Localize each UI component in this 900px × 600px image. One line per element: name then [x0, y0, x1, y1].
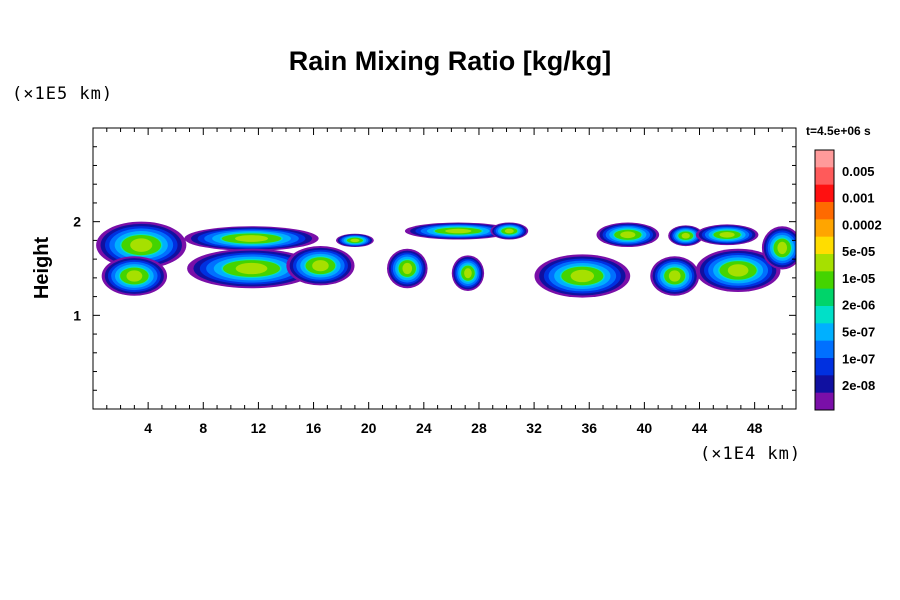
x-tick-label: 24 — [416, 420, 432, 436]
y-tick-label: 1 — [73, 307, 81, 323]
x-tick-label: 40 — [637, 420, 653, 436]
colorbar-swatch — [815, 340, 834, 359]
contour-level — [235, 262, 268, 275]
rain-cell — [101, 256, 168, 296]
rain-cell — [451, 255, 485, 292]
contour-level — [681, 232, 690, 239]
colorbar-label: 2e-06 — [842, 298, 875, 313]
colorbar-frame — [814, 149, 835, 411]
y-axis-multiplier: (×1E5 km) — [12, 84, 114, 104]
contour-level — [464, 268, 472, 279]
colorbar-swatch — [815, 219, 834, 238]
x-tick-label: 28 — [471, 420, 487, 436]
y-tick-label: 2 — [73, 214, 81, 230]
contour-level — [504, 228, 514, 234]
x-tick-label: 48 — [747, 420, 763, 436]
colorbar-swatch — [815, 392, 834, 411]
rain-cell — [286, 245, 355, 286]
colorbar: 0.005 0.001 0.0002 5e-05 1e-05 2e-06 5e-07 1e-0… — [814, 149, 882, 411]
colorbar-label: 1e-07 — [842, 351, 875, 366]
rain-cell — [668, 225, 704, 247]
rain-cell — [96, 221, 187, 269]
x-axis: 4 8 12 16 20 24 28 32 36 40 44 48 — [106, 128, 783, 436]
contour-level — [350, 238, 360, 243]
colorbar-label: 5e-05 — [842, 244, 875, 259]
x-tick-label: 36 — [581, 420, 597, 436]
x-tick-label: 32 — [526, 420, 542, 436]
contour-level — [445, 228, 472, 234]
colorbar-label: 5e-07 — [842, 325, 875, 340]
colorbar-swatch — [815, 150, 834, 168]
rain-cell — [184, 226, 319, 251]
colorbar-label: 2e-08 — [842, 378, 875, 393]
colorbar-swatch — [815, 288, 834, 307]
colorbar-swatch — [815, 184, 834, 203]
contour-level — [130, 238, 153, 252]
colorbar-swatch — [815, 375, 834, 394]
contour-level — [234, 235, 269, 242]
rain-cell — [695, 224, 759, 246]
rain-cell — [761, 226, 796, 270]
rain-cell — [650, 256, 700, 296]
colorbar-swatch — [815, 271, 834, 290]
rain-cell — [404, 222, 512, 240]
x-tick-label: 44 — [692, 420, 708, 436]
x-tick-label: 4 — [144, 420, 152, 436]
contour-level — [777, 241, 788, 255]
colorbar-label: 0.0002 — [842, 217, 882, 232]
x-tick-label: 16 — [306, 420, 322, 436]
rain-field — [96, 221, 796, 298]
contour-level — [668, 270, 681, 282]
colorbar-swatch — [815, 323, 834, 342]
colorbar-swatch — [815, 358, 834, 376]
colorbar-label: 1e-05 — [842, 271, 875, 286]
x-tick-label: 20 — [361, 420, 377, 436]
colorbar-swatch — [815, 236, 834, 255]
rain-cell — [386, 248, 428, 289]
rain-cell — [187, 248, 316, 289]
contour-level — [570, 269, 595, 283]
time-label: t=4.5e+06 s — [806, 124, 871, 138]
contour-level — [620, 231, 636, 239]
rain-cell — [490, 222, 529, 240]
x-axis-multiplier: (×1E4 km) — [700, 444, 802, 464]
contour-level — [402, 262, 413, 275]
contour-level — [126, 270, 143, 282]
colorbar-swatch — [815, 254, 834, 272]
contour-level — [727, 264, 749, 277]
rain-cell — [534, 254, 631, 298]
colorbar-swatch — [815, 306, 834, 324]
rain-cell — [335, 233, 374, 248]
colorbar-label: 0.005 — [842, 164, 875, 179]
rain-cell — [596, 222, 660, 248]
colorbar-swatch — [815, 202, 834, 220]
colorbar-label: 0.001 — [842, 191, 875, 206]
x-tick-label: 8 — [199, 420, 207, 436]
y-axis-label: Height — [31, 237, 53, 300]
contour-level — [312, 260, 329, 272]
y-axis: 12 — [73, 146, 796, 391]
chart-title: Rain Mixing Ratio [kg/kg] — [288, 46, 612, 76]
rain-cell — [695, 248, 781, 292]
x-tick-label: 12 — [251, 420, 267, 436]
contour-level — [719, 231, 735, 238]
colorbar-swatch — [815, 167, 834, 186]
plot-frame — [92, 127, 797, 410]
